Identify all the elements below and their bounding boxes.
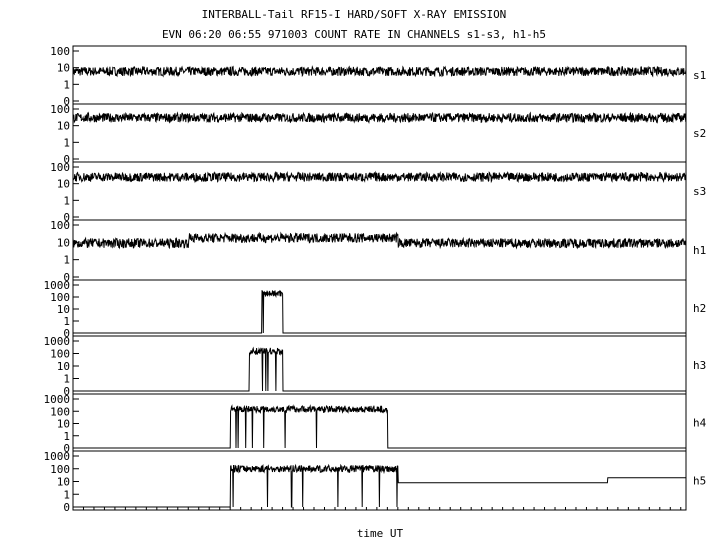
panel-label-s2: s2 bbox=[693, 127, 706, 140]
y-tick-label-s2-1: 10 bbox=[57, 120, 70, 133]
series-s2 bbox=[72, 111, 687, 125]
y-tick-label-h2-2: 10 bbox=[57, 303, 70, 316]
y-tick-label-h3-0: 1000 bbox=[44, 335, 71, 348]
panel-frame-s3 bbox=[72, 161, 687, 221]
y-tick-label-s1-2: 1 bbox=[63, 78, 70, 91]
y-tick-label-h2-4: 0 bbox=[63, 327, 70, 340]
y-tick-label-s2-0: 100 bbox=[50, 103, 70, 116]
y-tick-label-h4-2: 10 bbox=[57, 418, 70, 431]
y-tick-label-h3-1: 100 bbox=[50, 348, 70, 361]
panel-label-h1: h1 bbox=[693, 244, 706, 257]
series-s3 bbox=[72, 170, 687, 184]
y-tick-label-h3-4: 0 bbox=[63, 385, 70, 398]
y-tick-label-h3-2: 10 bbox=[57, 360, 70, 373]
panel-label-h2: h2 bbox=[693, 302, 706, 315]
y-tick-label-s2-2: 1 bbox=[63, 136, 70, 149]
panel-label-h3: h3 bbox=[693, 359, 706, 372]
y-tick-label-s1-1: 10 bbox=[57, 62, 70, 75]
y-tick-label-h3-3: 1 bbox=[63, 373, 70, 386]
panel-label-h4: h4 bbox=[693, 417, 707, 430]
panel-frame-h3 bbox=[72, 335, 687, 395]
y-tick-label-h4-3: 1 bbox=[63, 430, 70, 443]
y-tick-label-s3-1: 10 bbox=[57, 178, 70, 191]
y-tick-label-h2-1: 100 bbox=[50, 291, 70, 304]
chart-title: INTERBALL-Tail RF15-I HARD/SOFT X-RAY EM… bbox=[202, 8, 507, 21]
y-tick-label-h1-1: 10 bbox=[57, 236, 70, 249]
y-tick-label-s3-3: 0 bbox=[63, 211, 70, 224]
panel-frame-h1 bbox=[72, 219, 687, 281]
panel-frame-h2 bbox=[72, 279, 687, 337]
y-tick-label-h1-0: 100 bbox=[50, 219, 70, 232]
series-h5 bbox=[73, 463, 686, 508]
panel-frame-h5 bbox=[72, 450, 687, 511]
y-tick-label-s3-2: 1 bbox=[63, 194, 70, 207]
y-tick-label-h1-3: 0 bbox=[63, 271, 70, 284]
y-tick-label-h2-0: 1000 bbox=[44, 279, 71, 292]
series-h2 bbox=[73, 289, 686, 334]
series-h1 bbox=[72, 231, 687, 250]
chart-subtitle: EVN 06:20 06:55 971003 COUNT RATE IN CHA… bbox=[162, 28, 546, 41]
panel-label-s1: s1 bbox=[693, 69, 706, 82]
y-tick-label-s1-3: 0 bbox=[63, 95, 70, 108]
y-tick-label-h5-4: 0 bbox=[63, 501, 70, 514]
y-tick-label-h5-2: 10 bbox=[57, 476, 70, 489]
y-tick-label-h5-0: 1000 bbox=[44, 450, 71, 463]
panel-label-h5: h5 bbox=[693, 475, 706, 488]
y-tick-label-h4-1: 100 bbox=[50, 405, 70, 418]
series-h4 bbox=[73, 404, 686, 449]
x-axis: 06:1006:1506:2006:2506:3006:3506:4006:45… bbox=[72, 507, 682, 510]
y-tick-label-h4-0: 1000 bbox=[44, 393, 71, 406]
y-tick-label-s2-3: 0 bbox=[63, 153, 70, 166]
y-tick-label-h1-2: 1 bbox=[63, 254, 70, 267]
panel-frame-h4 bbox=[72, 393, 687, 452]
series-h3 bbox=[73, 346, 686, 392]
panel-frame-s2 bbox=[72, 103, 687, 163]
y-tick-label-h4-4: 0 bbox=[63, 442, 70, 455]
x-axis-label: time UT bbox=[357, 527, 404, 540]
y-tick-label-h2-3: 1 bbox=[63, 315, 70, 328]
y-tick-label-s3-0: 100 bbox=[50, 161, 70, 174]
panels: 1001010s11001010s21001010s31001010h11000… bbox=[44, 45, 707, 514]
y-tick-label-h5-1: 100 bbox=[50, 463, 70, 476]
y-tick-label-s1-0: 100 bbox=[50, 45, 70, 58]
panel-label-s3: s3 bbox=[693, 185, 706, 198]
y-tick-label-h5-3: 1 bbox=[63, 488, 70, 501]
series-s1 bbox=[72, 65, 687, 78]
